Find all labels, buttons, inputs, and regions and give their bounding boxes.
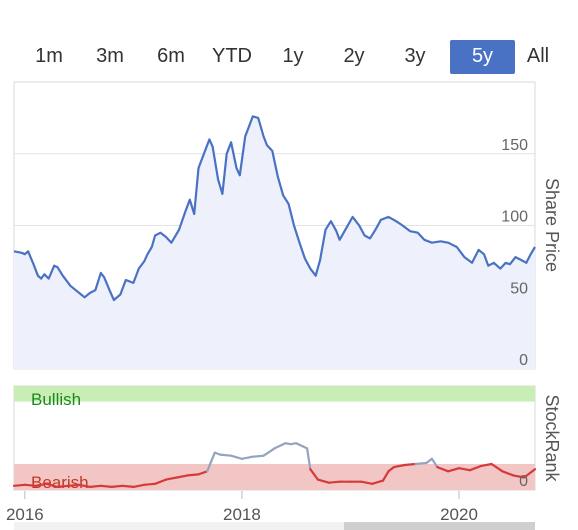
stockrank-segment: [23, 483, 37, 487]
bearish-band-label: Bearish: [31, 473, 89, 492]
price-panel-frame: [13, 81, 536, 370]
stockrank-segment: [316, 478, 330, 484]
stockrank-segment: [436, 466, 450, 473]
stockrank-segment: [206, 451, 216, 473]
stockrank-segment: [309, 468, 319, 481]
stockrank-segment: [289, 442, 298, 446]
range-selector: 1m 3m 6m YTD 1y 2y 3y 5y All: [0, 0, 578, 80]
price-y-tick-label: 50: [510, 280, 528, 297]
stockrank-segment: [501, 470, 515, 477]
range-btn-1y[interactable]: 1y: [282, 45, 304, 67]
stockrank-segment: [67, 483, 81, 487]
range-btn-all[interactable]: All: [526, 45, 550, 67]
bearish-band: [14, 464, 535, 490]
stockrank-segment: [457, 467, 471, 472]
bullish-band: [14, 386, 535, 402]
navigator-scroll-track: [14, 522, 535, 530]
range-btn-1m[interactable]: 1m: [35, 45, 63, 67]
range-btn-2y[interactable]: 2y: [343, 45, 365, 67]
stockrank-segment: [360, 480, 374, 485]
stockrank-segment: [273, 442, 287, 450]
bullish-band-label: Bullish: [31, 390, 81, 409]
stockrank-segment: [479, 462, 493, 468]
x-tick-label: 2018: [223, 505, 261, 524]
stockrank-segment: [522, 468, 537, 479]
stockrank-segment: [251, 454, 265, 458]
stockrank-segment: [154, 478, 168, 485]
stockrank-segment: [425, 457, 433, 465]
stockrank-segment: [262, 447, 276, 457]
stockrank-segment: [175, 474, 189, 479]
stockrank-segment: [45, 482, 59, 488]
range-btn-6m[interactable]: 6m: [157, 45, 185, 67]
stockrank-segment: [56, 484, 70, 488]
stockrank-segment: [381, 470, 390, 482]
price-y-tick-label: 150: [501, 137, 528, 154]
stockrank-segment: [197, 470, 209, 476]
price-y-tick-label: 0: [519, 352, 528, 369]
stockrank-segment: [403, 462, 417, 467]
stockrank-segment: [392, 463, 406, 469]
stockrank-segment: [295, 442, 309, 450]
price-series-line: [13, 115, 536, 302]
range-btn-5y[interactable]: 5y: [450, 40, 515, 74]
stockrank-segment: [121, 484, 135, 488]
stockrank-segment: [143, 482, 157, 486]
stockrank-segment: [77, 483, 92, 488]
stockrank-segment: [230, 454, 243, 460]
stockrank-segment: [447, 467, 461, 473]
price-y-tick-label: 100: [501, 209, 528, 226]
price-area-fill: [14, 116, 535, 370]
stockrank-segment: [512, 474, 526, 479]
range-btn-3y[interactable]: 3y: [404, 45, 426, 67]
stockrank-segment: [284, 442, 292, 446]
share-price-axis-label: Share Price: [542, 178, 562, 272]
stockrank-segment: [34, 482, 48, 487]
stockrank-segment: [219, 453, 233, 457]
stockrank-segment: [327, 480, 341, 484]
stockrank-segment: [490, 462, 504, 473]
stockrank-segment: [110, 484, 124, 488]
x-tick-label: 2016: [6, 505, 44, 524]
stockrank-segment: [12, 483, 26, 487]
stockrank-segment: [430, 457, 439, 469]
stockrank-segment: [468, 465, 482, 472]
stockrank-panel-frame: [13, 385, 536, 491]
stockrank-y-tick-label: 0: [519, 473, 528, 490]
stockrank-segment: [306, 447, 312, 471]
stockrank-segment: [387, 466, 395, 473]
stockrank-axis-label: StockRank: [542, 394, 562, 482]
stockrank-segment: [240, 455, 254, 460]
range-btn-3m[interactable]: 3m: [96, 45, 124, 67]
stockrank-segment: [164, 476, 178, 481]
stockrank-segment: [186, 473, 200, 477]
stockrank-segment: [132, 483, 146, 488]
range-btn-ytd[interactable]: YTD: [212, 45, 252, 67]
stockrank-segment: [88, 484, 102, 488]
stockrank-segment: [414, 461, 428, 466]
stockrank-segment: [99, 484, 113, 488]
x-tick-label: 2020: [440, 505, 478, 524]
stockrank-segment: [213, 451, 222, 456]
navigator-scroll-thumb[interactable]: [344, 522, 535, 530]
stockrank-segment: [371, 479, 385, 485]
